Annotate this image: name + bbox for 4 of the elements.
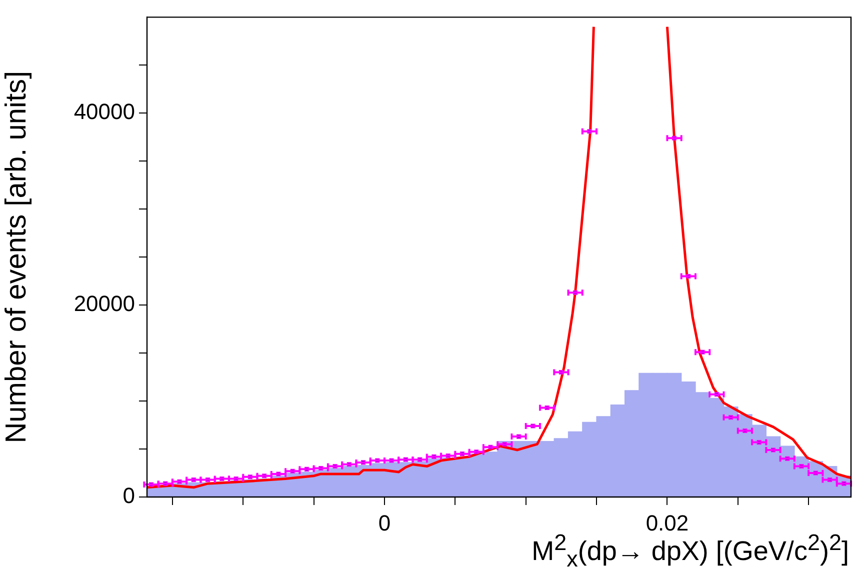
y-tick-label: 20000 — [74, 291, 135, 316]
y-tick-label: 40000 — [74, 99, 135, 124]
y-tick-label: 0 — [122, 483, 135, 508]
y-axis-title: Number of events [arb. units] — [0, 70, 32, 444]
